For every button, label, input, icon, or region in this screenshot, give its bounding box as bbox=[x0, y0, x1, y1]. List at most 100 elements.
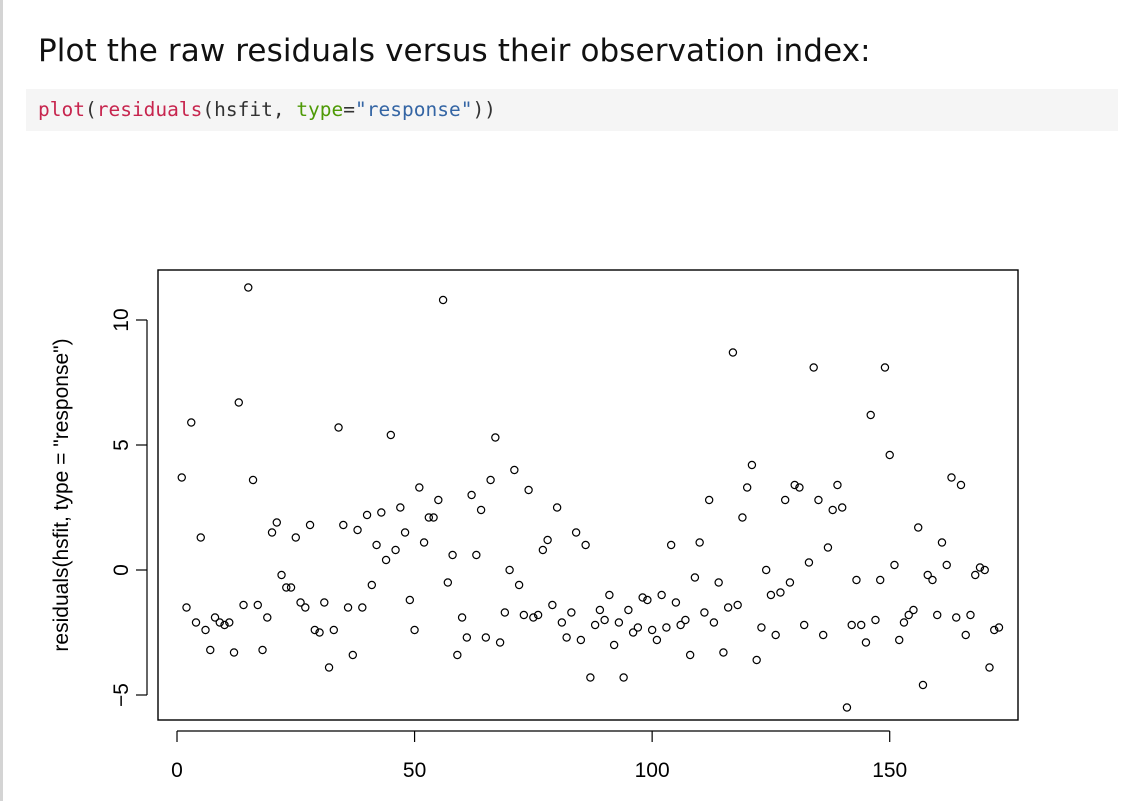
plot-frame bbox=[157, 269, 1019, 721]
data-point bbox=[215, 618, 224, 627]
data-point bbox=[514, 580, 524, 590]
data-point bbox=[857, 620, 866, 630]
data-point bbox=[229, 648, 239, 657]
data-point bbox=[790, 480, 799, 490]
data-point bbox=[628, 628, 638, 637]
data-point bbox=[467, 490, 476, 500]
data-point bbox=[206, 645, 215, 655]
code-block: plot(residuals(hsfit, type="response")) bbox=[26, 89, 1118, 131]
data-point bbox=[329, 625, 339, 635]
data-point bbox=[372, 540, 381, 550]
y-tick-label: 10 bbox=[110, 308, 133, 331]
data-point bbox=[310, 625, 319, 635]
data-point bbox=[377, 508, 386, 517]
data-point bbox=[985, 663, 994, 672]
code-equals: = bbox=[343, 98, 356, 121]
data-point bbox=[700, 608, 709, 617]
data-point bbox=[733, 600, 742, 610]
data-point bbox=[320, 598, 329, 607]
data-point bbox=[647, 625, 657, 635]
data-point bbox=[505, 565, 514, 575]
data-point bbox=[253, 600, 262, 610]
data-point bbox=[381, 555, 391, 565]
data-point bbox=[614, 618, 624, 627]
data-point bbox=[600, 615, 609, 625]
data-point bbox=[890, 560, 899, 570]
data-point bbox=[405, 595, 415, 605]
data-point bbox=[581, 540, 590, 550]
data-point bbox=[552, 503, 562, 512]
data-point bbox=[980, 565, 989, 575]
data-point bbox=[923, 570, 932, 580]
y-tick-label: 0 bbox=[110, 564, 133, 576]
data-point bbox=[804, 558, 814, 567]
data-point bbox=[909, 605, 918, 615]
data-point bbox=[438, 295, 448, 305]
data-point bbox=[177, 473, 186, 482]
data-point bbox=[519, 610, 529, 620]
data-point bbox=[956, 480, 966, 490]
data-point bbox=[757, 623, 766, 632]
data-point bbox=[833, 480, 842, 490]
data-point bbox=[272, 518, 281, 527]
data-point bbox=[633, 623, 643, 632]
data-point bbox=[918, 680, 928, 690]
x-tick-label: 0 bbox=[171, 759, 183, 782]
data-point bbox=[966, 610, 975, 620]
data-point bbox=[728, 348, 738, 357]
data-point bbox=[657, 590, 666, 600]
data-point bbox=[182, 603, 191, 612]
data-point bbox=[937, 538, 947, 547]
data-point bbox=[391, 545, 400, 555]
data-point bbox=[842, 703, 852, 712]
data-point bbox=[353, 525, 362, 535]
y-axis-title: residuals(hsfit, type = "response") bbox=[50, 338, 73, 651]
data-point bbox=[704, 495, 714, 505]
data-point bbox=[429, 513, 438, 522]
data-point bbox=[571, 528, 581, 537]
data-point bbox=[396, 503, 405, 512]
data-point bbox=[814, 495, 823, 505]
x-tick-label: 50 bbox=[403, 759, 426, 782]
data-point bbox=[586, 673, 595, 682]
data-point bbox=[486, 475, 495, 485]
data-point bbox=[358, 603, 367, 612]
data-point bbox=[286, 583, 296, 592]
data-point bbox=[234, 398, 243, 407]
data-point bbox=[952, 613, 961, 622]
data-point bbox=[876, 575, 885, 585]
section-heading: Plot the raw residuals versus their obse… bbox=[38, 33, 871, 69]
data-point bbox=[685, 650, 695, 660]
data-point bbox=[904, 610, 913, 620]
data-point bbox=[595, 605, 605, 615]
data-point bbox=[557, 618, 567, 627]
y-tick-label: 5 bbox=[110, 439, 133, 451]
data-point bbox=[780, 495, 790, 505]
data-point bbox=[719, 648, 728, 657]
data-point bbox=[220, 620, 229, 630]
x-tick-label: 150 bbox=[872, 759, 907, 782]
code-string-response: "response" bbox=[355, 98, 473, 121]
data-point bbox=[638, 593, 647, 602]
data-point bbox=[476, 505, 486, 515]
data-point bbox=[895, 635, 904, 645]
data-point bbox=[543, 535, 552, 545]
data-point bbox=[799, 620, 809, 630]
data-point bbox=[828, 505, 837, 515]
data-point bbox=[738, 513, 747, 522]
data-point bbox=[761, 565, 771, 575]
data-point bbox=[885, 450, 894, 460]
data-point bbox=[472, 550, 481, 560]
data-point bbox=[495, 638, 505, 647]
data-point bbox=[776, 588, 785, 597]
data-point bbox=[196, 533, 205, 542]
data-point bbox=[676, 620, 685, 630]
data-point bbox=[961, 630, 970, 640]
data-point bbox=[837, 503, 847, 512]
code-arg-type: type bbox=[296, 98, 344, 121]
data-point bbox=[296, 598, 305, 607]
data-point bbox=[339, 520, 348, 530]
data-point bbox=[367, 580, 377, 590]
data-point bbox=[305, 520, 315, 530]
